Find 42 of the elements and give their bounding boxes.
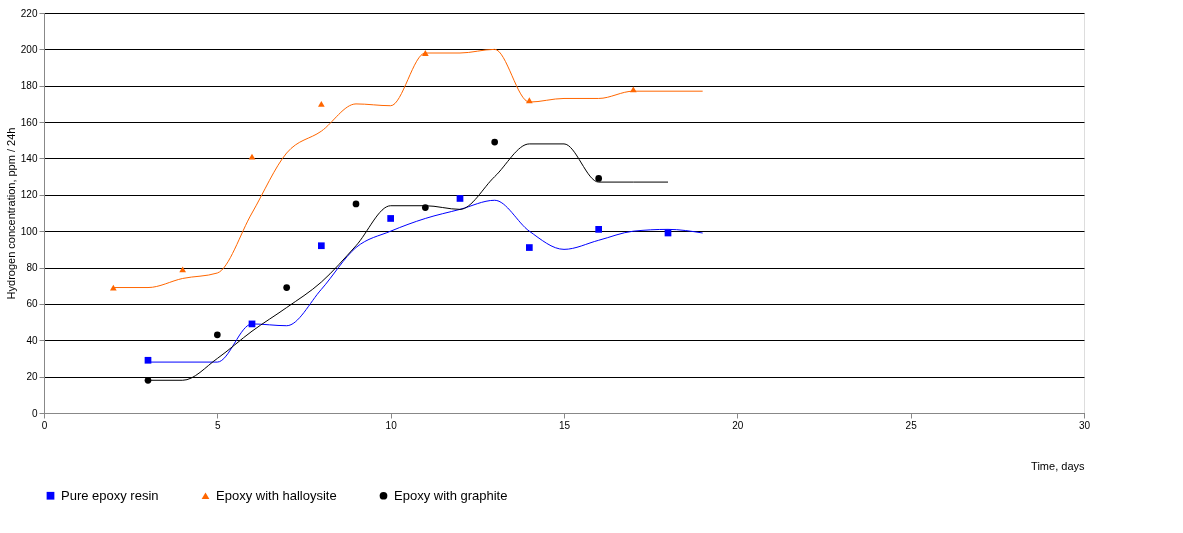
y-axis-title: Hydrogen concentration, ppm / 24h [4,127,17,300]
legend-label: Epoxy with halloysite [216,487,337,503]
x-tick-label: 10 [385,419,398,431]
y-tick-label: 200 [20,43,38,55]
point [525,244,533,251]
point [421,50,429,56]
y-tick-label: 160 [20,116,38,128]
line-series [112,48,704,289]
point [525,97,533,104]
point [595,226,603,233]
point [179,266,187,273]
y-tick-label: 60 [26,298,38,310]
y-tick-label: 20 [26,371,38,383]
y-tick-label: 100 [20,225,38,237]
x-tick-label: 0 [41,419,48,431]
y-tick-label: 0 [31,407,38,419]
point [595,175,603,182]
y-tick-label: 220 [20,7,38,19]
point [317,101,325,107]
point [213,331,221,339]
x-tick-label: 15 [558,419,571,431]
point [456,195,464,202]
y-tick-label: 80 [26,262,38,274]
point [248,153,256,160]
point [144,356,152,364]
x-axis-title: Time, days [1031,459,1085,472]
point [421,204,429,211]
x-tick-label: 30 [1078,419,1091,431]
y-tick-label: 40 [26,334,38,346]
y-tick-label: 180 [20,80,38,92]
legend-label: Pure epoxy resin [61,487,159,503]
point [491,138,499,146]
x-tick-label: 5 [215,419,222,431]
point [283,284,291,291]
x-tick-label: 25 [905,419,918,431]
x-tick-label: 20 [732,419,744,431]
y-tick-label: 140 [20,152,38,164]
point [352,200,360,208]
point [387,215,395,222]
legend-label: Epoxy with graphite [394,487,508,503]
point [317,242,325,250]
y-tick-label: 120 [20,189,38,201]
